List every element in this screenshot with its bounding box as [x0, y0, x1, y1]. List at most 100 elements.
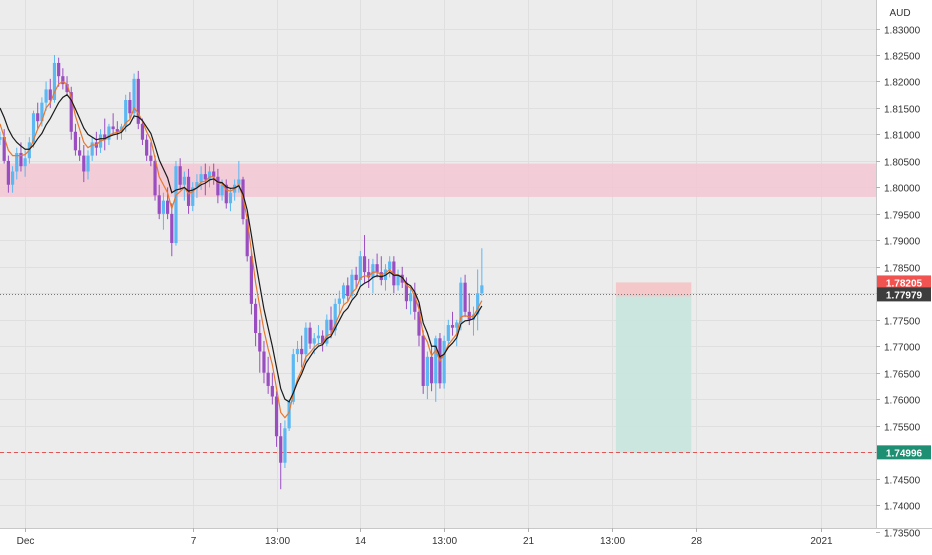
candle-body: [476, 293, 480, 315]
candle-body: [48, 89, 52, 101]
candle-body: [61, 76, 65, 85]
time-tick-label: 13:00: [265, 536, 290, 547]
candle-body: [0, 137, 2, 140]
candle-body: [413, 293, 417, 312]
candle: [358, 250, 362, 286]
candle: [354, 266, 358, 288]
candle-body: [392, 261, 396, 286]
candle-body: [329, 319, 333, 331]
candle: [409, 287, 413, 315]
candle-body: [283, 428, 287, 463]
price-tick-label: 1.78500: [884, 264, 921, 275]
candle-body: [52, 62, 57, 101]
candle: [132, 73, 136, 119]
candle: [237, 160, 241, 193]
candle-body: [459, 282, 463, 323]
candle: [10, 166, 15, 193]
candle-body: [140, 123, 145, 140]
price-tick-label: 1.83000: [884, 26, 921, 37]
candle-body: [224, 184, 228, 204]
take-profit-box[interactable]: [615, 296, 692, 453]
candle-body: [400, 274, 404, 283]
candle: [388, 256, 392, 278]
candle-body: [337, 298, 341, 304]
candle: [0, 131, 2, 146]
candle-body: [249, 256, 253, 304]
price-tags: 1.78205 1.77979 1.74996: [877, 275, 931, 460]
candle: [153, 155, 157, 201]
candle-body: [367, 272, 371, 278]
plot-area[interactable]: [0, 0, 876, 528]
time-axis[interactable]: Dec 7 13:00 14 13:00 21 13:00 28 2021: [17, 528, 833, 547]
candle-body: [312, 338, 316, 344]
candle: [44, 81, 48, 111]
short-position-tool[interactable]: [615, 282, 692, 453]
candle-body: [316, 335, 321, 339]
candle-body: [2, 137, 6, 161]
candle: [111, 113, 115, 135]
candle-body: [103, 134, 107, 140]
candle: [396, 269, 400, 291]
candle: [450, 311, 455, 336]
candle: [480, 248, 484, 296]
candle-body: [455, 322, 459, 328]
candle-body: [279, 436, 283, 463]
candle-body: [253, 303, 258, 333]
candle: [367, 258, 371, 288]
time-tick-label: 13:00: [600, 536, 625, 547]
candle: [308, 322, 312, 349]
candle-body: [258, 332, 262, 352]
price-tick-label: 1.77500: [884, 317, 921, 328]
candle: [471, 306, 476, 336]
candle-body: [291, 354, 295, 402]
candle: [346, 277, 350, 302]
candle: [253, 298, 258, 347]
candle-body: [90, 142, 94, 156]
candle-body: [450, 325, 455, 328]
stop-loss-box[interactable]: [615, 282, 692, 297]
candle: [140, 118, 145, 146]
candle: [463, 274, 467, 318]
candle-body: [321, 335, 325, 344]
candle-body: [57, 62, 61, 77]
candle-body: [157, 195, 161, 214]
candle-body: [132, 78, 136, 114]
candle: [170, 203, 174, 257]
candle: [2, 129, 6, 164]
candle-body: [207, 171, 212, 180]
price-tick-label: 1.82000: [884, 78, 921, 89]
candle-body: [199, 174, 203, 183]
candle-body: [15, 152, 19, 172]
candle: [36, 102, 40, 130]
candle: [274, 391, 279, 447]
candle-body: [333, 303, 337, 331]
candle-body: [153, 160, 157, 196]
time-tick-label: 21: [523, 536, 535, 547]
candle-body: [65, 84, 69, 93]
price-tick-label: 1.74000: [884, 502, 921, 513]
candle: [15, 147, 19, 180]
candle-body: [274, 396, 279, 437]
currency-label: AUD: [889, 8, 910, 19]
candle-body: [434, 338, 438, 384]
candle: [212, 163, 216, 185]
candle: [157, 184, 161, 220]
candle-body: [270, 385, 274, 397]
candle: [61, 68, 65, 90]
candle: [375, 253, 379, 278]
candle: [86, 150, 90, 180]
candle-body: [216, 176, 220, 196]
time-tick-label: 13:00: [432, 536, 457, 547]
current-price-tag-label: 1.77979: [886, 290, 923, 301]
current-price-tag: [877, 287, 931, 302]
candle-body: [409, 293, 413, 302]
candle-body: [136, 78, 140, 124]
candle-body: [78, 150, 82, 156]
candle-body: [107, 126, 111, 140]
candle: [128, 92, 132, 119]
candle: [266, 356, 270, 394]
candle: [279, 423, 283, 490]
candle-body: [228, 192, 233, 204]
